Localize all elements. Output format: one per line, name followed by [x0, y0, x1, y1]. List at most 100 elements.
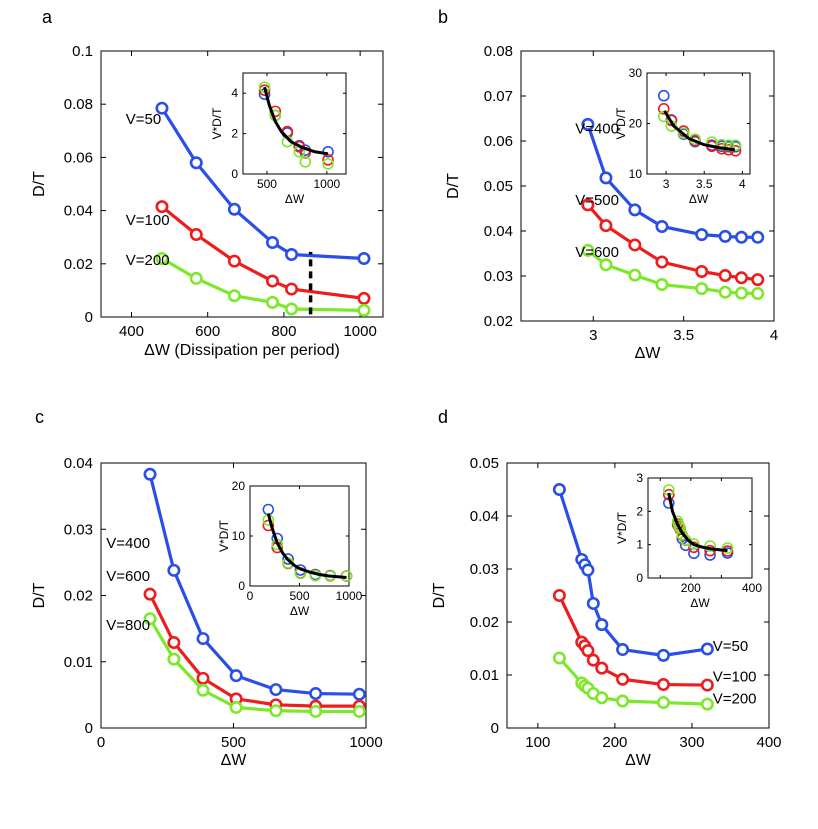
series-line-V=200: [161, 257, 364, 312]
data-point: [155, 101, 169, 115]
y-tick-label: 0.04: [64, 203, 93, 220]
y-tick-label: 0.1: [72, 43, 93, 60]
data-point: [189, 228, 203, 242]
data-point: [581, 117, 595, 131]
inset-y-tick-label: 0: [238, 579, 245, 593]
x-tick-label: 3.5: [673, 327, 694, 344]
inset-x-tick-label: 400: [742, 581, 762, 595]
y-tick-label: 0.02: [64, 256, 93, 273]
inset-plot: 500 1000 0 2 4 ΔW V*D/T: [210, 72, 347, 206]
y-tick-label: 0.03: [64, 521, 93, 538]
data-point: [357, 251, 371, 265]
inset-data-point: [677, 127, 690, 139]
data-point: [352, 687, 366, 701]
data-point: [586, 596, 600, 610]
inset-x-tick-label: 3.5: [696, 177, 713, 191]
data-point: [751, 273, 765, 287]
data-point: [599, 258, 613, 272]
inset-fit-curve: [266, 513, 347, 579]
data-point: [700, 697, 714, 711]
inset-x-tick-label: 1000: [313, 177, 340, 191]
x-tick-label: 400: [119, 323, 144, 340]
data-point: [309, 704, 323, 718]
inset-y-tick-label: 3: [636, 471, 643, 485]
data-point: [751, 287, 765, 301]
y-tick-label: 0: [491, 720, 499, 737]
inset-y-tick-label: 0: [636, 571, 643, 585]
series-label: V=100: [713, 668, 757, 685]
data-point: [357, 291, 371, 305]
data-point: [695, 228, 709, 242]
inset-plot: 0 500 1000 0 10 20 ΔW V*D/T: [217, 479, 363, 618]
data-point: [285, 302, 299, 316]
inset-y-tick-label: 0: [231, 167, 238, 181]
data-point: [718, 285, 732, 299]
inset-data-point: [322, 154, 334, 166]
data-point: [309, 687, 323, 701]
inset-data-point: [322, 158, 334, 170]
data-point: [552, 588, 566, 602]
x-axis-label: ΔW: [625, 752, 652, 769]
x-axis-label: ΔW: [221, 752, 248, 769]
series-line-V=600: [148, 593, 360, 708]
data-point: [196, 632, 210, 646]
data-point: [718, 269, 732, 283]
data-point: [552, 651, 566, 665]
data-point: [285, 282, 299, 296]
data-point: [196, 683, 210, 697]
y-tick-label: 0.03: [484, 268, 513, 285]
data-point: [655, 220, 669, 234]
panel-d: d 100 200 300 400 0 0.01 0.02 0.03 0.04 0.05 ΔW D/T V…: [431, 407, 782, 769]
y-axis-label: D/T: [31, 171, 48, 197]
y-tick-label: 0.08: [64, 96, 93, 113]
inset-axes-box: [249, 485, 350, 587]
series-label: V=50: [126, 111, 161, 128]
inset-fit-curve: [663, 110, 735, 152]
panel-letter: d: [438, 407, 448, 427]
inset-y-tick-label: 4: [231, 86, 238, 100]
x-tick-label: 0: [97, 734, 105, 751]
inset-y-tick-label: 2: [231, 127, 238, 141]
data-point: [265, 236, 279, 250]
data-point: [227, 289, 241, 303]
data-point: [265, 295, 279, 309]
inset-y-tick-label: 20: [232, 479, 246, 493]
panel-letter: b: [438, 7, 448, 27]
series-label: V=100: [126, 212, 170, 229]
inset-data-point: [674, 522, 686, 534]
inset-data-point: [679, 539, 692, 552]
data-point: [595, 691, 609, 705]
data-point: [143, 612, 157, 626]
y-tick-label: 0.02: [470, 614, 499, 631]
inset-x-axis-label: ΔW: [290, 604, 310, 618]
series-label: V=200: [126, 252, 170, 269]
inset-x-axis-label: ΔW: [285, 192, 305, 206]
y-tick-label: 0.06: [484, 133, 513, 150]
x-tick-label: 400: [756, 734, 781, 751]
inset-x-tick-label: 1000: [336, 589, 363, 603]
data-point: [196, 671, 210, 685]
inset-axes-box: [646, 72, 751, 175]
inset-data-point: [704, 540, 716, 552]
inset-y-tick-label: 30: [629, 66, 643, 80]
panel-b: b 3 3.5 4 0.02 0.03 0.04 0.05 0.06 0.07 0.08 ΔW D/T V…: [438, 7, 778, 362]
series-label: V=200: [713, 691, 757, 708]
data-point: [229, 700, 243, 714]
x-tick-label: 800: [271, 323, 296, 340]
x-tick-label: 1000: [343, 323, 376, 340]
panel-a: a 400 600 800 1000 0 0.02 0.04 0.06 0.08 0.1 ΔW (Di…: [31, 7, 384, 359]
data-point: [269, 683, 283, 697]
y-tick-label: 0: [85, 720, 93, 737]
inset-data-point: [282, 553, 294, 565]
data-point: [227, 254, 241, 268]
x-tick-label: 100: [525, 734, 550, 751]
main-axes-box: [506, 462, 770, 729]
inset-y-axis-label: V*D/T: [614, 107, 628, 140]
series-label: V=50: [713, 638, 748, 655]
inset-fit-curve: [667, 492, 728, 553]
inset-x-tick-label: 4: [739, 177, 746, 191]
data-point: [616, 643, 630, 657]
inset-x-axis-label: ΔW: [690, 596, 710, 610]
data-point: [695, 264, 709, 278]
data-point: [265, 274, 279, 288]
